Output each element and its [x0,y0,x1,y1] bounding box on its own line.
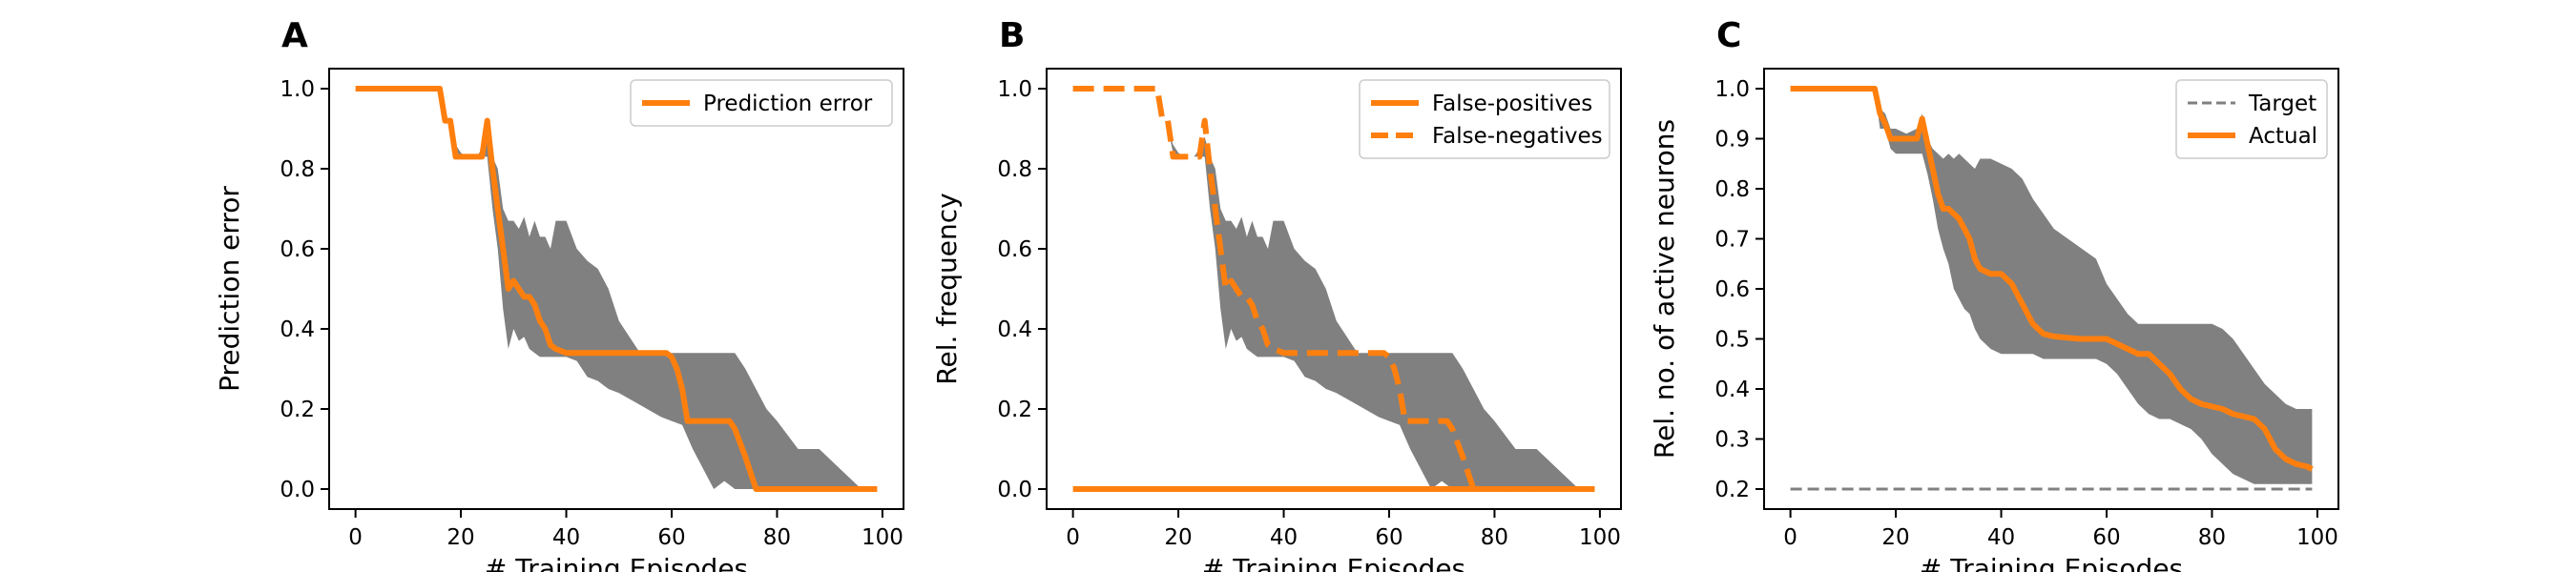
x-tick-label: 100 [862,525,904,550]
x-tick-label: 60 [2092,525,2120,550]
y-tick-label: 1.0 [997,77,1032,102]
panel-label: A [281,16,308,55]
y-tick-label: 0.5 [1714,328,1750,353]
x-tick-label: 0 [1066,525,1080,550]
y-tick-label: 0.2 [997,398,1032,422]
series-line-2 [1072,86,1595,492]
x-tick-label: 20 [1881,525,1909,550]
legend-entry: Prediction error [703,92,873,116]
series-line-1 [355,86,878,492]
y-tick-label: 0.0 [997,478,1032,502]
series-line-2 [1790,86,2314,472]
y-axis-label: Rel. no. of active neurons [1649,119,1680,459]
y-axis-label: Rel. frequency [931,193,963,384]
legend: Target Actual [2175,79,2328,159]
x-axis-label: # Training Episodes [1920,553,2183,572]
x-axis-label: # Training Episodes [485,553,748,572]
variability-band [1874,89,2313,484]
y-tick-label: 0.8 [997,157,1032,182]
y-tick-label: 0.0 [280,478,315,502]
variability-band [439,89,878,489]
x-tick-label: 60 [1375,525,1402,550]
panel-label: B [999,16,1025,55]
x-tick-label: 20 [447,525,474,550]
legend-box [2175,79,2328,159]
y-tick-label: 0.4 [1714,378,1750,402]
x-tick-label: 80 [2198,525,2226,550]
panel-a: A 0 20 40 60 80 100 0.0 0.2 0.4 0.6 0.8 1.0 # Trainin… [214,16,904,572]
y-tick-label: 0.8 [1714,177,1750,202]
x-tick-label: 40 [1987,525,2015,550]
legend: False-positives False-negatives [1359,79,1610,159]
legend-entry: Target [2248,92,2316,116]
x-tick-label: 80 [1481,525,1508,550]
y-tick-label: 1.0 [1714,77,1750,102]
y-tick-label: 0.6 [280,237,315,262]
y-axis-label: Prediction error [214,186,245,392]
y-tick-label: 0.3 [1714,428,1750,453]
y-tick-label: 0.6 [1714,277,1750,302]
y-tick-label: 0.2 [1714,478,1750,502]
legend-entry: Actual [2249,124,2317,149]
panel-c: C 0 20 40 60 80 100 0.2 0.3 0.4 0.5 0.6 0.7 0.8 0.9 1.0… [1649,16,2339,572]
x-tick-label: 0 [1783,525,1797,550]
y-tick-label: 1.0 [280,77,315,102]
panel-b: B 0 20 40 60 80 100 0.0 0.2 0.4 0.6 0.8 1.0 # Trainin… [931,16,1622,572]
legend-box [1359,79,1610,159]
y-tick-label: 0.6 [997,237,1032,262]
y-tick-label: 0.9 [1714,128,1750,153]
legend-entry: False-positives [1432,92,1592,116]
y-tick-label: 0.7 [1714,228,1750,253]
axes-frame [1046,68,1622,510]
legend-entry: False-negatives [1432,124,1603,149]
x-tick-label: 40 [1270,525,1298,550]
x-tick-label: 40 [552,525,580,550]
y-tick-label: 0.4 [280,317,315,342]
axes-frame [328,68,904,510]
x-tick-label: 80 [763,525,791,550]
x-tick-label: 100 [2296,525,2338,550]
panel-label: C [1716,16,1741,55]
y-tick-label: 0.2 [280,398,315,422]
x-tick-label: 60 [657,525,685,550]
x-tick-label: 100 [1579,525,1621,550]
x-axis-label: # Training Episodes [1202,553,1465,572]
legend: Prediction error [630,79,893,127]
y-tick-label: 0.4 [997,317,1032,342]
y-tick-label: 0.8 [280,157,315,182]
legend-box [630,79,893,127]
x-tick-label: 0 [348,525,363,550]
variability-band [1156,89,1595,489]
x-tick-label: 20 [1164,525,1192,550]
